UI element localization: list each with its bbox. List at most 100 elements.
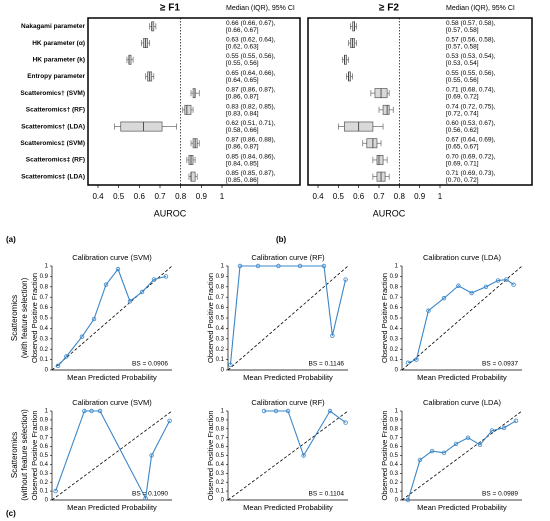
y-tick-label: 0.1	[216, 489, 225, 495]
category-label: HK parameter (k)	[33, 56, 85, 63]
y-tick-label: 0.4	[40, 462, 49, 468]
y-axis-label: Observed Positive Fraction	[30, 273, 39, 363]
y-tick-label: 0.2	[216, 480, 225, 486]
stat-label: 0.53 (0.53, 0.54),	[446, 53, 496, 60]
chart-title: Calibration curve (LDA)	[423, 253, 501, 262]
stat-label: 0.63 (0.62, 0.64),	[226, 36, 276, 43]
y-tick-label: 0.7	[216, 435, 225, 441]
stat-label: 0.83 (0.82, 0.85),	[226, 103, 276, 110]
y-axis-label: Observed Positive Fraction	[206, 410, 215, 500]
x-tick-label: 0.8	[394, 192, 406, 201]
x-axis-label: AUROC	[154, 208, 187, 218]
stat-label: 0.55 (0.55, 0.56),	[446, 70, 496, 77]
y-tick-label: 0.1	[390, 357, 399, 363]
point	[167, 418, 172, 423]
chart-title: ≥ F2	[379, 3, 399, 14]
point	[151, 277, 157, 282]
box	[382, 104, 390, 115]
frame	[307, 17, 533, 186]
stat-label: 0.66 (0.66, 0.67),	[226, 20, 276, 27]
point	[89, 408, 94, 414]
x-tick-label: 0.9	[196, 192, 208, 201]
y-tick-label: 0.8	[216, 284, 225, 290]
diagonal	[227, 410, 349, 501]
stat-label: 0.60 (0.53, 0.67),	[446, 120, 496, 127]
box	[120, 121, 163, 132]
stat-label: [0.86, 0.87]	[226, 94, 259, 101]
point	[343, 420, 348, 425]
y-tick-label: 0	[221, 498, 225, 504]
stat-label: [0.55, 0.56]	[446, 77, 479, 84]
point	[79, 334, 85, 339]
y-tick-label: 0.3	[390, 471, 399, 477]
stat-label: 0.85 (0.84, 0.86),	[226, 153, 276, 160]
category-label: HK parameter (α)	[32, 40, 85, 47]
y-tick-label: 0.1	[216, 357, 225, 363]
point	[414, 357, 419, 362]
x-tick-label: 0.8	[175, 192, 187, 201]
y-tick-label: 0.5	[390, 316, 399, 322]
stats-header: Median (IQR), 95% CI	[226, 5, 295, 12]
x-tick-label: 1	[438, 192, 443, 201]
y-tick-label: 1	[45, 409, 49, 415]
y-tick-label: 0.6	[216, 305, 225, 311]
curve	[407, 420, 517, 501]
y-tick-label: 0.3	[40, 336, 49, 342]
point	[495, 278, 501, 283]
curve	[229, 265, 347, 365]
point	[228, 362, 233, 367]
category-label: Scatteromics† (SVM)	[20, 90, 85, 97]
y-tick-label: 0.7	[390, 435, 399, 441]
panel-label: (b)	[276, 235, 287, 244]
point	[103, 282, 109, 287]
curve	[407, 278, 514, 364]
y-tick-label: 0.1	[40, 489, 49, 495]
category-label: Entropy parameter	[27, 73, 85, 80]
stat-label: [0.72, 0.74]	[446, 110, 479, 117]
stat-label: 0.70 (0.69, 0.72),	[446, 153, 496, 160]
annotation: BS = 0.1090	[132, 491, 168, 498]
stat-label: [0.64, 0.65]	[226, 77, 259, 84]
annotation: BS = 0.0937	[482, 361, 518, 368]
point	[297, 263, 303, 269]
stat-label: [0.65, 0.67]	[446, 144, 479, 151]
y-tick-label: 1	[45, 264, 49, 270]
point	[163, 274, 169, 279]
y-tick-label: 0.8	[390, 426, 399, 432]
point	[53, 488, 58, 494]
curve	[57, 267, 167, 367]
point	[143, 496, 148, 501]
row-label: Scatteromics (without feature selection)	[10, 409, 29, 501]
y-tick-label: 0.8	[40, 284, 49, 290]
diagonal	[227, 265, 349, 371]
y-tick-label: 0.2	[390, 347, 399, 353]
y-tick-label: 0.4	[216, 326, 225, 332]
x-axis-label: Mean Predicted Probability	[243, 373, 333, 382]
point	[327, 408, 333, 414]
x-axis-label: Mean Predicted Probability	[243, 503, 333, 512]
y-tick-label: 0.6	[40, 305, 49, 311]
row-label-line: Scatteromics	[10, 295, 19, 341]
annotation: BS = 0.1146	[309, 361, 345, 368]
y-tick-label: 0.3	[216, 336, 225, 342]
category-label: Scatteromics† (LDA)	[21, 123, 85, 130]
stat-label: 0.85 (0.85, 0.87),	[226, 170, 276, 177]
y-tick-label: 0.6	[390, 444, 399, 450]
x-tick-label: 0.9	[414, 192, 426, 201]
x-axis-label: Mean Predicted Probability	[417, 373, 507, 382]
y-tick-label: 1	[221, 264, 225, 270]
stat-label: [0.53, 0.54]	[446, 60, 479, 67]
chart-title: Calibration curve (LDA)	[423, 398, 501, 407]
chart-title: Calibration curve (SVM)	[72, 398, 152, 407]
y-tick-label: 0.4	[40, 326, 49, 332]
annotation: BS = 0.0906	[132, 361, 168, 368]
point	[456, 283, 461, 288]
y-tick-label: 0.1	[390, 489, 399, 495]
box	[184, 104, 192, 115]
point	[115, 266, 121, 272]
y-tick-label: 0.2	[40, 480, 49, 486]
y-tick-label: 0.9	[216, 274, 225, 280]
y-tick-label: 0.6	[390, 305, 399, 311]
x-axis-label: Mean Predicted Probability	[67, 373, 157, 382]
y-tick-label: 0.2	[390, 480, 399, 486]
